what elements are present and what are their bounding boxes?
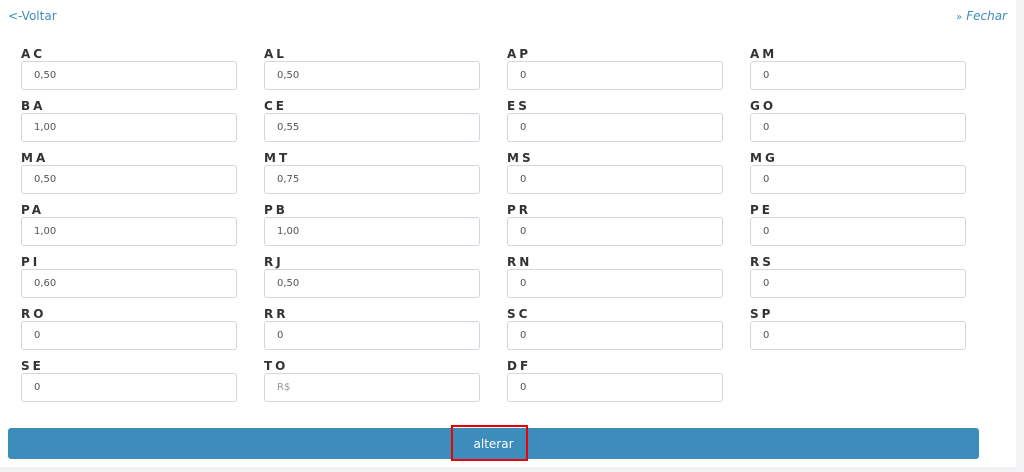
label-es: ES [507,99,530,113]
input-pi[interactable] [21,269,237,298]
input-ac[interactable] [21,61,237,90]
input-mt[interactable] [264,165,480,194]
field-am: AM [750,47,966,90]
alterar-label: alterar [473,436,514,451]
label-ba: BA [21,99,46,113]
label-mt: MT [264,151,291,165]
label-am: AM [750,47,778,61]
field-rs: RS [750,255,966,298]
label-rn: RN [507,255,533,269]
field-pr: PR [507,203,723,246]
field-go: GO [750,99,966,142]
label-rs: RS [750,255,774,269]
input-rr[interactable] [264,321,480,350]
label-rj: RJ [264,255,284,269]
label-sc: SC [507,307,531,321]
input-ms[interactable] [507,165,723,194]
input-pb[interactable] [264,217,480,246]
input-sc[interactable] [507,321,723,350]
input-sp[interactable] [750,321,966,350]
input-ap[interactable] [507,61,723,90]
field-pb: PB [264,203,480,246]
label-se: SE [21,359,44,373]
label-to: TO [264,359,289,373]
field-rn: RN [507,255,723,298]
input-go[interactable] [750,113,966,142]
close-label: Fechar [966,9,1007,23]
label-mg: MG [750,151,778,165]
label-ma: MA [21,151,49,165]
input-pa[interactable] [21,217,237,246]
field-al: AL [264,47,480,90]
input-pe[interactable] [750,217,966,246]
field-rr: RR [264,307,480,350]
label-pi: PI [21,255,41,269]
field-pi: PI [21,255,237,298]
input-to[interactable] [264,373,480,402]
field-ro: RO [21,307,237,350]
label-ce: CE [264,99,288,113]
input-ce[interactable] [264,113,480,142]
field-mg: MG [750,151,966,194]
double-chevron-down-icon: » [956,12,963,23]
label-pe: PE [750,203,773,217]
field-to: TO [264,359,480,402]
label-ro: RO [21,307,47,321]
input-am[interactable] [750,61,966,90]
input-df[interactable] [507,373,723,402]
close-link[interactable]: » Fechar [956,9,1007,23]
back-link[interactable]: <-Voltar [8,9,57,23]
field-sp: SP [750,307,966,350]
input-ma[interactable] [21,165,237,194]
input-rj[interactable] [264,269,480,298]
field-se: SE [21,359,237,402]
field-rj: RJ [264,255,480,298]
field-ap: AP [507,47,723,90]
field-ms: MS [507,151,723,194]
label-go: GO [750,99,777,113]
field-ba: BA [21,99,237,142]
field-es: ES [507,99,723,142]
input-es[interactable] [507,113,723,142]
label-pa: PA [21,203,44,217]
label-df: DF [507,359,532,373]
field-pa: PA [21,203,237,246]
field-sc: SC [507,307,723,350]
field-ac: AC [21,47,237,90]
field-mt: MT [264,151,480,194]
alterar-button[interactable]: alterar [8,428,979,459]
divider [0,467,1016,472]
label-rr: RR [264,307,289,321]
label-al: AL [264,47,287,61]
field-df: DF [507,359,723,402]
field-ce: CE [264,99,480,142]
scrollbar-track [1016,0,1024,472]
label-pr: PR [507,203,532,217]
label-sp: SP [750,307,774,321]
input-rs[interactable] [750,269,966,298]
field-pe: PE [750,203,966,246]
input-ro[interactable] [21,321,237,350]
label-pb: PB [264,203,288,217]
input-al[interactable] [264,61,480,90]
label-ms: MS [507,151,534,165]
label-ac: AC [21,47,46,61]
input-mg[interactable] [750,165,966,194]
label-ap: AP [507,47,532,61]
field-ma: MA [21,151,237,194]
input-pr[interactable] [507,217,723,246]
input-rn[interactable] [507,269,723,298]
input-se[interactable] [21,373,237,402]
input-ba[interactable] [21,113,237,142]
